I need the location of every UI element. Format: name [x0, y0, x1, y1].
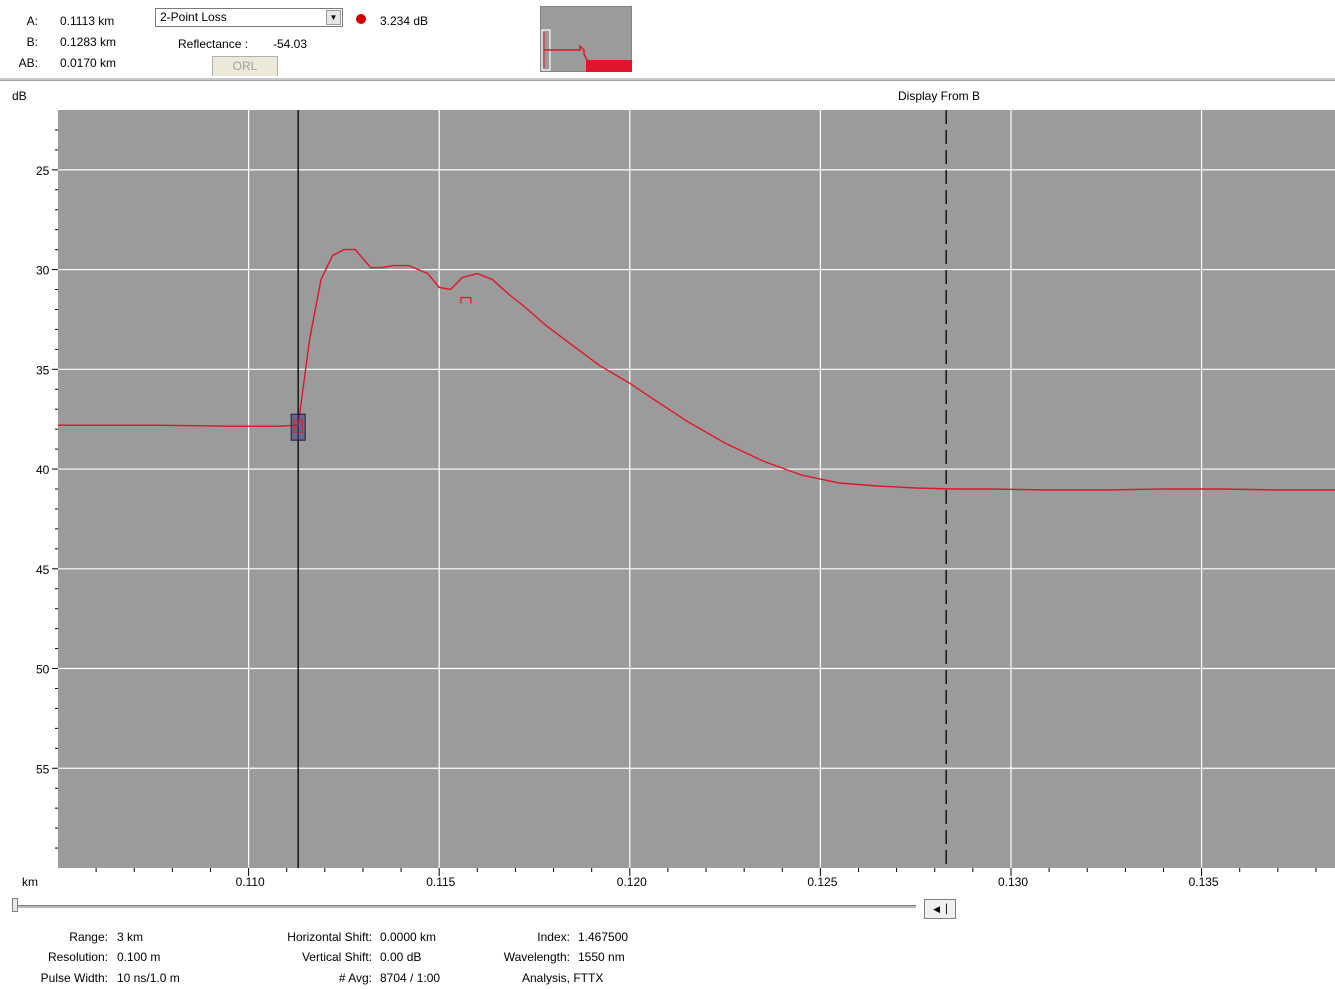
- wavelength-value: 1550 nm: [578, 950, 625, 964]
- wavelength-label: Wavelength:: [503, 950, 570, 964]
- y-tick-label: 50: [36, 663, 50, 677]
- y-tick-label: 40: [36, 463, 50, 477]
- index-value: 1.467500: [578, 930, 629, 944]
- y-tick-labels: 25 30 35 40 45 50 55: [36, 164, 50, 776]
- horizontal-shift-label: Horizontal Shift:: [287, 930, 372, 944]
- measurement-mode-dropdown[interactable]: 2-Point Loss ▼: [155, 8, 343, 27]
- x-tick-label: 0.135: [1189, 875, 1219, 889]
- y-tick-label: 45: [36, 563, 50, 577]
- resolution-value: 0.100 m: [117, 950, 161, 964]
- x-unit-label: km: [22, 875, 38, 889]
- cursor-a-value: 0.1113 km: [60, 14, 115, 28]
- chevron-down-icon[interactable]: ▼: [326, 10, 341, 25]
- minor-ticks: [52, 129, 1317, 876]
- range-label: Range:: [69, 930, 108, 944]
- y-tick-label: 25: [36, 164, 50, 178]
- reflectance-value: -54.03: [273, 37, 308, 51]
- trace-overview-thumbnail[interactable]: [539, 5, 633, 73]
- non-reflective-event-marker-icon[interactable]: [460, 296, 472, 304]
- x-tick-label: 0.110: [236, 875, 265, 889]
- x-tick-label: 0.120: [617, 875, 647, 889]
- loss-indicator-icon: [356, 14, 366, 24]
- loss-value: 3.234 dB: [380, 14, 429, 28]
- display-from-label: Display From B: [898, 89, 980, 103]
- cursor-b-label: B:: [26, 35, 38, 49]
- cursor-b-value: 0.1283 km: [60, 35, 117, 49]
- arrow-left-icon: ◀▕: [933, 904, 947, 914]
- y-tick-label: 35: [36, 363, 50, 377]
- vertical-shift-value: 0.00 dB: [380, 950, 422, 964]
- plot-area[interactable]: [58, 110, 1335, 868]
- reflective-event-marker-icon[interactable]: [290, 413, 306, 441]
- cursor-a-label: A:: [26, 14, 38, 28]
- cursor-ab-value: 0.0170 km: [60, 56, 117, 70]
- horizontal-scrollbar-track[interactable]: [12, 905, 916, 908]
- x-tick-labels: 0.110 0.115 0.120 0.125 0.130 0.135: [236, 875, 1219, 889]
- avg-value: 8704 / 1:00: [380, 971, 441, 985]
- trace-line: [58, 248, 1335, 491]
- x-tick-label: 0.125: [807, 875, 837, 889]
- analysis-mode: Analysis, FTTX: [522, 971, 604, 985]
- vertical-shift-label: Vertical Shift:: [301, 950, 372, 964]
- x-tick-label: 0.130: [998, 875, 1028, 889]
- range-value: 3 km: [117, 930, 144, 944]
- horizontal-scrollbar-thumb[interactable]: [12, 898, 18, 912]
- y-unit-label: dB: [12, 89, 27, 103]
- x-tick-label: 0.115: [426, 875, 455, 889]
- cursor-ab-label: AB:: [18, 56, 38, 70]
- status-panel: Range: 3 km Resolution: 0.100 m Pulse Wi…: [0, 922, 1335, 989]
- index-label: Index:: [537, 930, 570, 944]
- panel-divider: [0, 78, 1335, 81]
- measurement-mode-value: 2-Point Loss: [160, 10, 227, 24]
- pulse-width-value: 10 ns/1.0 m: [117, 971, 180, 985]
- y-tick-label: 55: [36, 762, 50, 776]
- avg-label: # Avg:: [338, 971, 372, 985]
- reflectance-label: Reflectance :: [178, 37, 249, 51]
- horizontal-shift-value: 0.0000 km: [380, 930, 437, 944]
- orl-button[interactable]: ORL: [212, 56, 278, 76]
- resolution-label: Resolution:: [47, 950, 108, 964]
- pulse-width-label: Pulse Width:: [40, 971, 108, 985]
- y-tick-label: 30: [36, 264, 50, 278]
- scroll-left-button[interactable]: ◀▕: [924, 899, 956, 919]
